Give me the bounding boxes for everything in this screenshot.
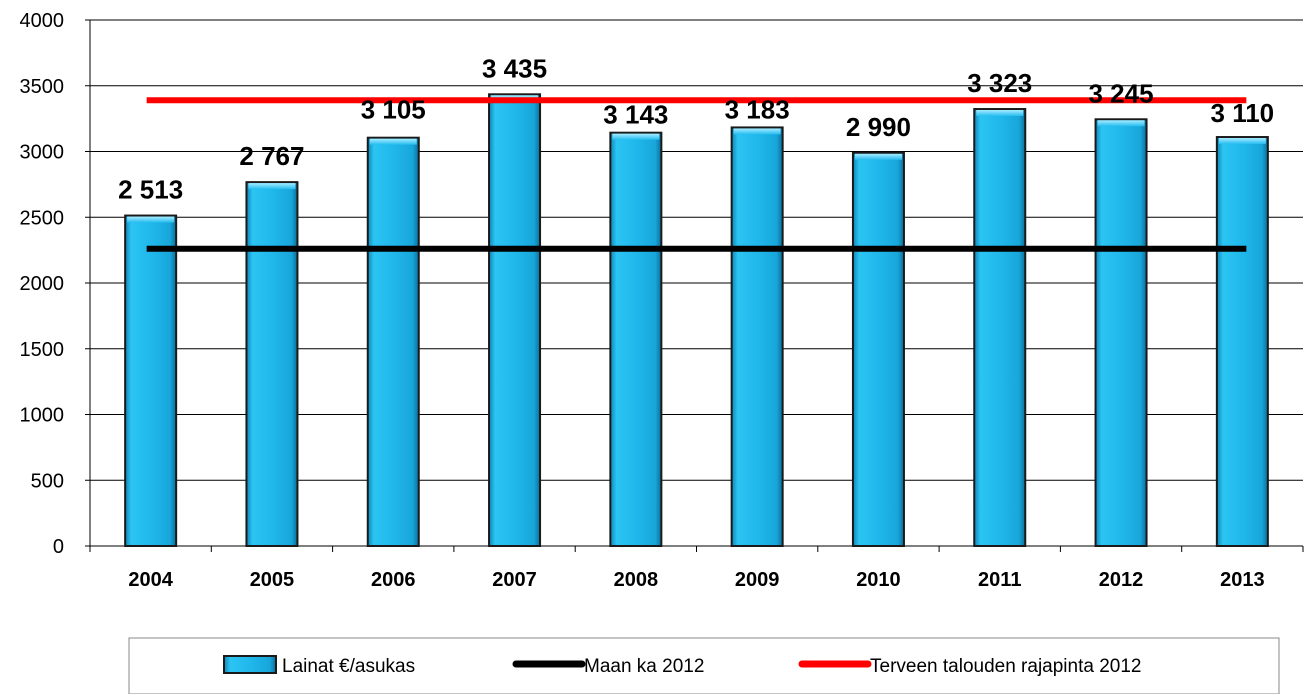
bar-highlight bbox=[248, 183, 296, 190]
data-label: 3 183 bbox=[725, 94, 790, 124]
data-label: 2 990 bbox=[846, 112, 911, 142]
data-label: 3 143 bbox=[603, 100, 668, 130]
legend-item-bars: Lainat €/asukas bbox=[223, 655, 415, 677]
y-tick-label: 1500 bbox=[20, 339, 65, 361]
bar bbox=[245, 181, 299, 547]
data-label: 3 245 bbox=[1089, 78, 1154, 108]
x-tick-label: 2011 bbox=[978, 569, 1021, 591]
bar bbox=[1094, 118, 1148, 547]
legend-label-maan-ka: Maan ka 2012 bbox=[584, 656, 704, 677]
bar-highlight bbox=[976, 110, 1024, 117]
x-tick-label: 2005 bbox=[250, 569, 295, 591]
legend-label-bars: Lainat €/asukas bbox=[282, 656, 415, 677]
bar bbox=[851, 151, 905, 547]
y-tick-label: 500 bbox=[31, 470, 64, 492]
x-tick-label: 2007 bbox=[492, 569, 537, 591]
y-tick-label: 0 bbox=[53, 536, 64, 558]
y-tick-label: 2000 bbox=[20, 273, 65, 295]
x-tick-label: 2009 bbox=[735, 569, 780, 591]
bar bbox=[609, 131, 663, 547]
data-label: 3 110 bbox=[1211, 98, 1275, 128]
bar-series bbox=[124, 93, 1269, 548]
legend-label-rajapinta: Terveen talouden rajapinta 2012 bbox=[870, 656, 1141, 677]
bar bbox=[488, 93, 542, 548]
y-tick-label: 3500 bbox=[20, 76, 65, 98]
x-tick-label: 2004 bbox=[128, 569, 173, 591]
y-axis-ticks: 0 500 1000 1500 2000 2500 3000 3500 4000 bbox=[20, 10, 65, 558]
bar bbox=[973, 108, 1027, 547]
bar-highlight bbox=[612, 133, 660, 140]
x-tick-label: 2013 bbox=[1220, 569, 1265, 591]
bar-highlight bbox=[369, 138, 417, 145]
legend: Lainat €/asukas Maan ka 2012 Terveen tal… bbox=[128, 637, 1280, 694]
y-tick-label: 1000 bbox=[20, 405, 65, 427]
legend-swatch-bars bbox=[223, 655, 277, 674]
bar-highlight bbox=[733, 128, 781, 135]
x-axis-ticks: 2004 2005 2006 2007 2008 2009 2010 2011 2012 2013 bbox=[128, 569, 1264, 591]
reference-lines bbox=[146, 97, 1247, 252]
data-label: 2 513 bbox=[118, 175, 183, 205]
y-tick-label: 2500 bbox=[20, 207, 65, 229]
legend-item-rajapinta: Terveen talouden rajapinta 2012 bbox=[798, 656, 1141, 677]
y-tick-label: 3000 bbox=[20, 142, 65, 164]
bar bbox=[730, 126, 784, 548]
x-tick-label: 2010 bbox=[856, 569, 901, 591]
x-tick-label: 2008 bbox=[614, 569, 659, 591]
bar-highlight bbox=[1218, 138, 1266, 145]
data-labels: 2 513 2 767 3 105 3 435 3 143 3 183 2 990 3 323… bbox=[118, 53, 1274, 204]
bar-highlight bbox=[127, 216, 175, 223]
bar bbox=[1215, 136, 1269, 547]
x-tick-label: 2012 bbox=[1099, 569, 1144, 591]
data-label: 2 767 bbox=[239, 141, 304, 171]
data-label: 3 323 bbox=[967, 68, 1032, 98]
x-tick-label: 2006 bbox=[371, 569, 416, 591]
legend-box bbox=[128, 637, 1280, 694]
bar bbox=[124, 214, 178, 547]
bar-highlight bbox=[854, 153, 902, 160]
bar-highlight bbox=[1097, 120, 1145, 127]
legend-item-maan-ka: Maan ka 2012 bbox=[512, 656, 704, 677]
data-label: 3 105 bbox=[361, 95, 426, 125]
data-label: 3 435 bbox=[482, 53, 547, 83]
bar bbox=[366, 136, 420, 547]
y-tick-label: 4000 bbox=[20, 10, 65, 32]
